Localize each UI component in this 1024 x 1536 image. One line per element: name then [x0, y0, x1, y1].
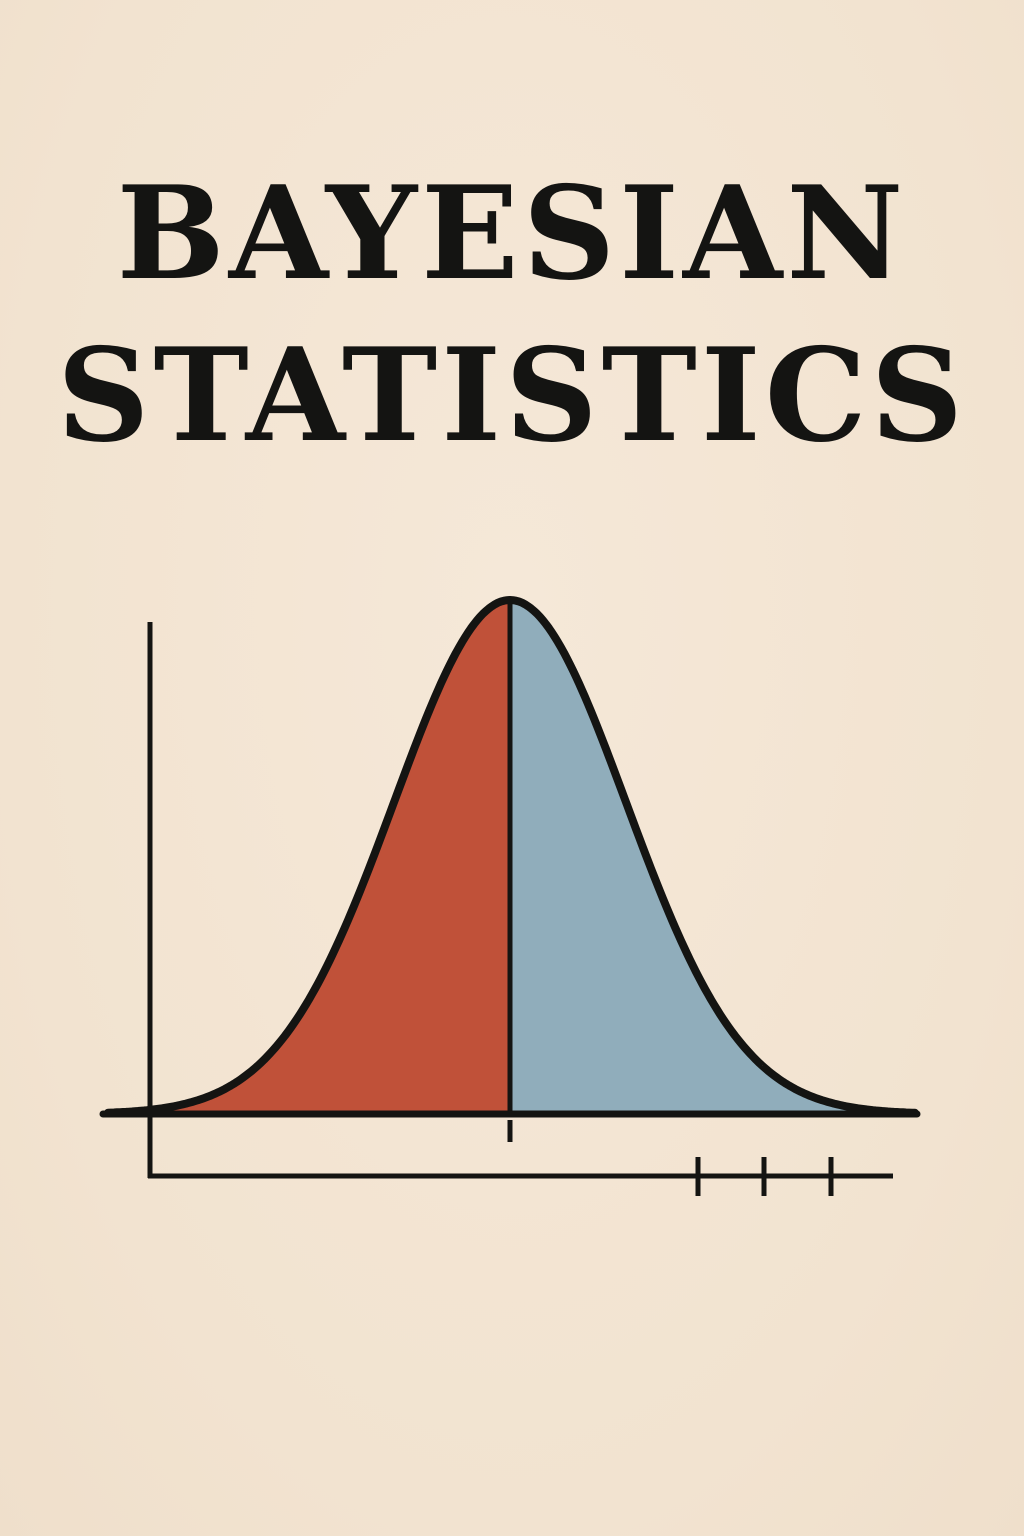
- cover-title-line-2: STATISTICS: [57, 321, 967, 471]
- cover-title-line-1: BAYESIAN: [116, 159, 908, 309]
- right-half-fill: [510, 600, 915, 1114]
- left-half-fill: [108, 600, 510, 1114]
- bell-curve-line: [104, 596, 919, 1117]
